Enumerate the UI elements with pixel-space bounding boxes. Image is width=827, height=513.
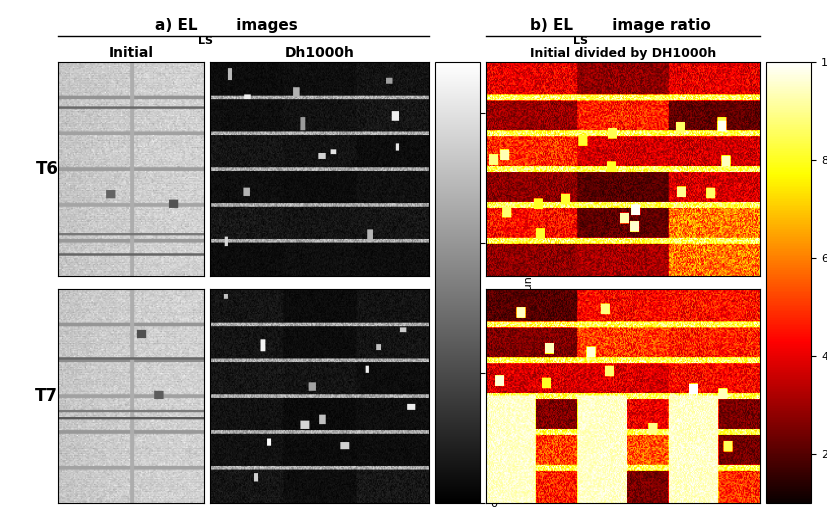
- Y-axis label: T6: T6: [36, 160, 58, 177]
- Y-axis label: EL counts (/s): EL counts (/s): [523, 244, 533, 320]
- Text: images: images: [231, 18, 298, 33]
- Title: Dh1000h: Dh1000h: [284, 46, 354, 61]
- Text: a) EL: a) EL: [155, 18, 198, 33]
- Text: LS: LS: [572, 36, 588, 46]
- Y-axis label: T7: T7: [36, 387, 58, 405]
- Title: Initial divided by DH1000h: Initial divided by DH1000h: [529, 47, 715, 61]
- Text: LS: LS: [198, 36, 213, 46]
- Text: b) EL: b) EL: [530, 18, 572, 33]
- Text: image ratio: image ratio: [605, 18, 710, 33]
- Title: Initial: Initial: [108, 46, 153, 61]
